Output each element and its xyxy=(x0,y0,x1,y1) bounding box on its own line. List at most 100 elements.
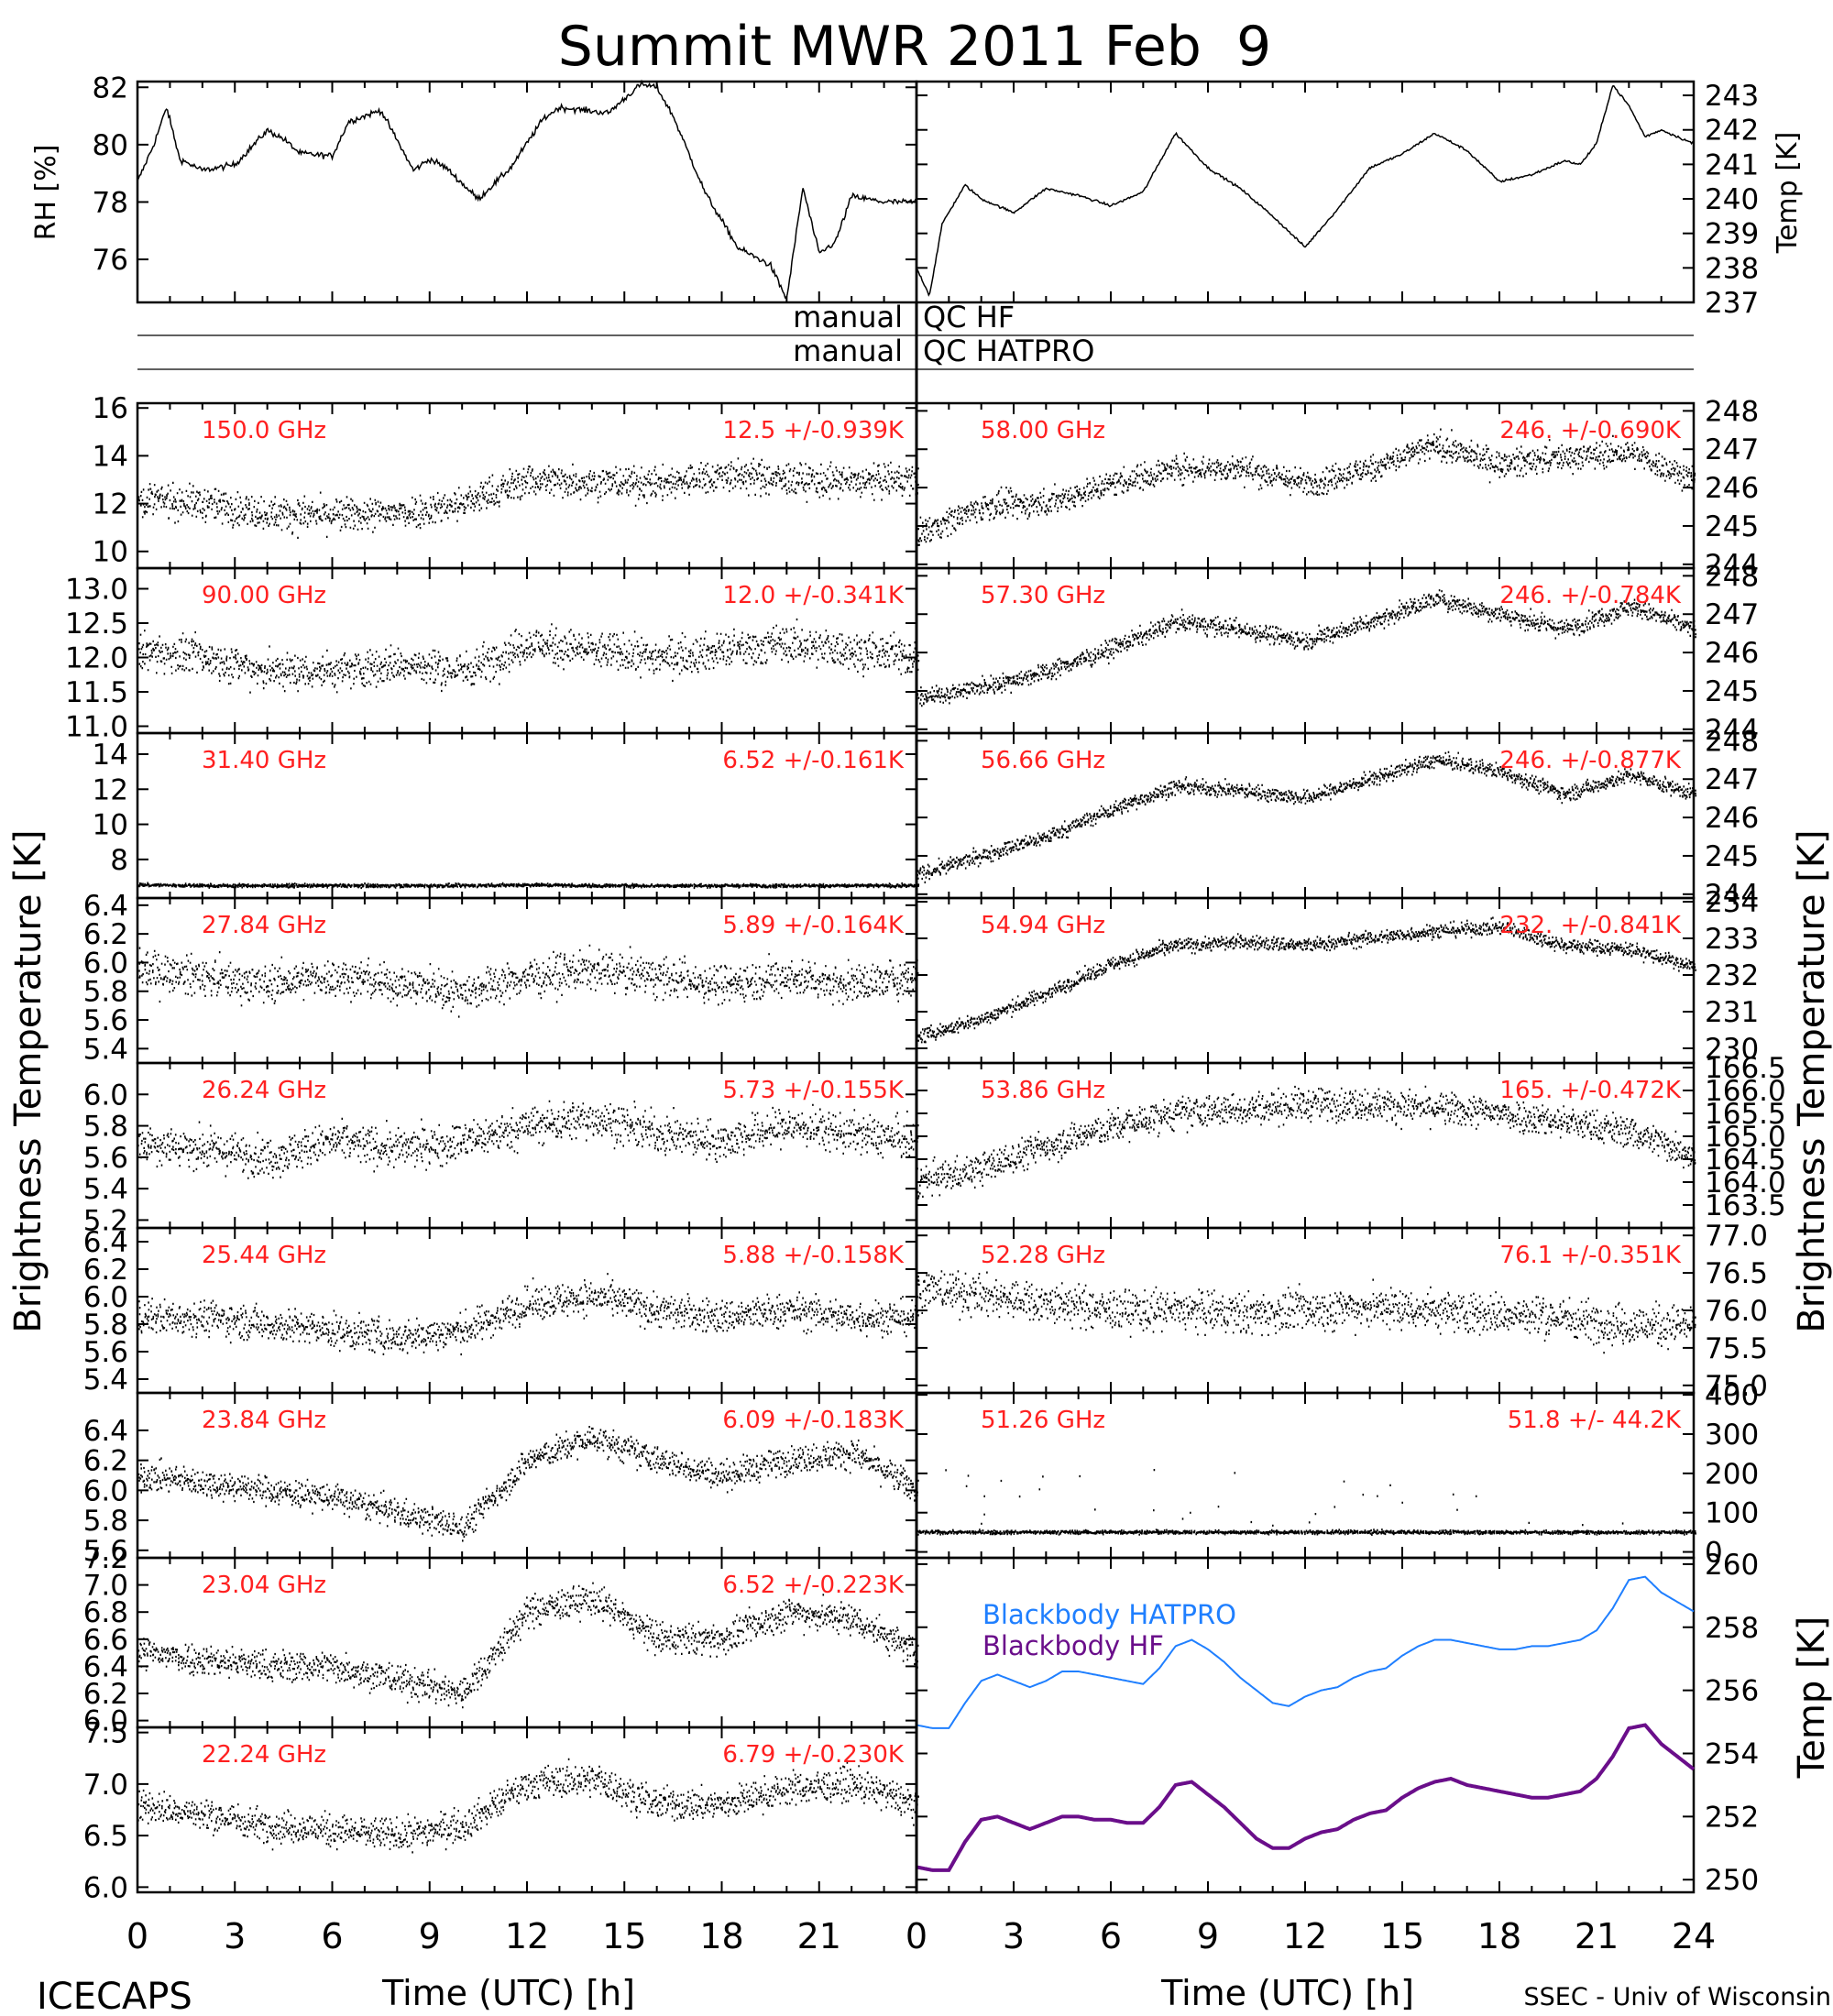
right-xtick-label: 6 xyxy=(1100,1916,1122,1956)
right-channel-6-ytick-label: 76.0 xyxy=(1705,1295,1768,1328)
left-xtick-label: 9 xyxy=(419,1916,441,1956)
left-channel-1-ytick-label: 10 xyxy=(93,536,128,569)
left-channel-5: 5.25.45.65.86.0 26.24 GHz 5.73 +/-0.155K xyxy=(83,1061,919,1237)
right-channel-7-ytick-label: 0 xyxy=(1705,1537,1723,1570)
right-channel-5-ytick-label: 166.5 xyxy=(1705,1052,1786,1085)
temp-panel-ytick-label: 239 xyxy=(1705,218,1759,251)
right-channel-2: 244 245 246 247 248 57.30 GHz 246. +/-0.784K xyxy=(915,560,1759,747)
qc-rows: manual QC HF manual QC HATPRO xyxy=(793,300,1094,368)
left-channel-1-stats-label: 12.5 +/-0.939K xyxy=(722,417,905,444)
right-xtick-label: 21 xyxy=(1575,1916,1619,1956)
temp-panel-ytick-label: 237 xyxy=(1705,287,1759,320)
left-channel-8-ytick-label: 6.6 xyxy=(83,1624,128,1657)
blackbody-panel-ytick-label: 258 xyxy=(1705,1612,1759,1645)
left-channel-3-freq-label: 31.40 GHz xyxy=(202,747,326,774)
qc-hf-left-label: manual xyxy=(793,300,903,334)
left-channel-8-stats-label: 6.52 +/-0.223K xyxy=(722,1572,905,1599)
rh-panel-frame xyxy=(136,80,918,304)
blackbody-series-2 xyxy=(916,1723,1696,1872)
blackbody-panel-ytick-label: 252 xyxy=(1705,1801,1759,1834)
left-channel-6-stats-label: 5.88 +/-0.158K xyxy=(722,1242,905,1269)
left-channel-7-ytick-label: 6.0 xyxy=(83,1474,128,1507)
blackbody-panel-ytick-label: 250 xyxy=(1705,1864,1759,1897)
left-channel-5-freq-label: 26.24 GHz xyxy=(202,1077,326,1104)
right-channel-1: 244 245 246 247 248 58.00 GHz 246. +/-0.690K xyxy=(915,395,1759,582)
right-channel-5-ytick-label: 164.5 xyxy=(1705,1144,1786,1177)
left-channel-8-series-points xyxy=(137,1582,919,1709)
right-channel-3-ytick-label: 244 xyxy=(1705,879,1759,912)
temp-panel-ytick-label: 241 xyxy=(1705,148,1759,181)
left-channel-3-series-points xyxy=(137,882,920,890)
left-channel-2-freq-label: 90.00 GHz xyxy=(202,582,326,609)
left-channel-9-freq-label: 22.24 GHz xyxy=(202,1741,326,1769)
rh-panel-ylabel: RH [%] xyxy=(30,145,62,241)
right-channel-7-ytick-label: 300 xyxy=(1705,1419,1759,1452)
right-channel-7: 0 100 200 300 400 51.26 GHz 51.8 +/- 44.2K xyxy=(915,1379,1759,1570)
right-channel-3: 244 245 246 247 248 56.66 GHz 246. +/-0.877K xyxy=(915,725,1759,912)
right-channel-4-stats-label: 232. +/-0.841K xyxy=(1499,912,1682,939)
temp-panel-frame xyxy=(915,80,1696,304)
left-channel-5-stats-label: 5.73 +/-0.155K xyxy=(722,1077,905,1104)
right-axis-label: Brightness Temperature [K] xyxy=(1791,829,1833,1332)
left-xtick-label: 21 xyxy=(797,1916,841,1956)
left-channel-3-ytick-label: 10 xyxy=(93,809,128,842)
left-channel-2-ytick-label: 12.5 xyxy=(65,608,128,641)
left-channel-1-freq-label: 150.0 GHz xyxy=(202,417,326,444)
left-channel-7-series-points xyxy=(137,1426,919,1542)
right-channel-4-series-points xyxy=(917,916,1696,1044)
left-channel-2-ytick-label: 11.0 xyxy=(65,711,128,744)
figure-title: Summit MWR 2011 Feb 9 xyxy=(558,15,1271,79)
left-channel-5-ytick-label: 5.2 xyxy=(83,1204,128,1237)
left-channel-8-ytick-label: 6.2 xyxy=(83,1678,128,1711)
temp-panel-ytick-label: 240 xyxy=(1705,183,1759,216)
left-channel-6-ytick-label: 5.6 xyxy=(83,1336,128,1369)
left-xtick-label: 3 xyxy=(224,1916,246,1956)
right-xtick-label: 12 xyxy=(1283,1916,1327,1956)
xaxis-label-left: Time (UTC) [h] xyxy=(381,1973,635,2013)
right-channel-4-ytick-label: 231 xyxy=(1705,996,1759,1029)
right-channel-2-ytick-label: 244 xyxy=(1705,714,1759,747)
right-channel-7-ytick-label: 100 xyxy=(1705,1497,1759,1530)
right-channel-4-freq-label: 54.94 GHz xyxy=(981,912,1105,939)
left-channel-6-ytick-label: 6.2 xyxy=(83,1254,128,1287)
left-channel-5-ytick-label: 6.0 xyxy=(83,1079,128,1112)
blackbody-axis-label: Temp [K] xyxy=(1791,1616,1833,1780)
left-channel-4-ytick-label: 5.4 xyxy=(83,1033,128,1066)
right-channel-7-freq-label: 51.26 GHz xyxy=(981,1407,1105,1434)
left-xtick-label: 15 xyxy=(602,1916,646,1956)
right-channel-1-ytick-label: 246 xyxy=(1705,472,1759,505)
left-channel-2-series-points xyxy=(138,618,920,694)
blackbody-panel-ytick-label: 254 xyxy=(1705,1737,1759,1770)
left-channel-4-ytick-label: 6.2 xyxy=(83,918,128,951)
left-channel-7-ytick-label: 6.4 xyxy=(83,1415,128,1448)
right-channel-6-freq-label: 52.28 GHz xyxy=(981,1242,1105,1269)
left-xtick-label: 6 xyxy=(321,1916,343,1956)
right-channel-1-ytick-label: 245 xyxy=(1705,510,1759,543)
right-channel-7-series-points xyxy=(916,1469,1696,1536)
right-channel-6-ytick-label: 75.5 xyxy=(1705,1332,1768,1365)
blackbody-legend-1: Blackbody HATPRO xyxy=(982,1599,1236,1630)
left-channel-6-ytick-label: 6.4 xyxy=(83,1226,128,1259)
right-channel-6-ytick-label: 76.5 xyxy=(1705,1257,1768,1290)
right-channel-3-ytick-label: 246 xyxy=(1705,802,1759,835)
qc-hatpro-right-label: QC HATPRO xyxy=(923,334,1094,368)
left-channel-4-ytick-label: 5.6 xyxy=(83,1004,128,1037)
right-channel-1-stats-label: 246. +/-0.690K xyxy=(1499,417,1682,444)
left-channel-4: 5.45.65.86.06.26.4 27.84 GHz 5.89 +/-0.164… xyxy=(83,890,919,1066)
left-xtick-label: 12 xyxy=(505,1916,549,1956)
blackbody-series-1 xyxy=(916,1575,1695,1729)
right-channel-5-ytick-label: 164.0 xyxy=(1705,1167,1786,1200)
left-channel-7: 5.65.86.06.26.4 23.84 GHz 6.09 +/-0.183K xyxy=(83,1391,919,1568)
right-channel-6-ytick-label: 75.0 xyxy=(1705,1370,1768,1403)
left-axis-label: Brightness Temperature [K] xyxy=(7,829,49,1332)
right-xtick-label: 24 xyxy=(1672,1916,1716,1956)
left-channel-5-series-points xyxy=(137,1100,919,1179)
left-channel-1-ytick-label: 16 xyxy=(93,392,128,425)
left-channel-6-series-points xyxy=(137,1273,919,1356)
right-channel-1-series-points xyxy=(917,428,1696,546)
right-channel-4-ytick-label: 234 xyxy=(1705,886,1759,919)
